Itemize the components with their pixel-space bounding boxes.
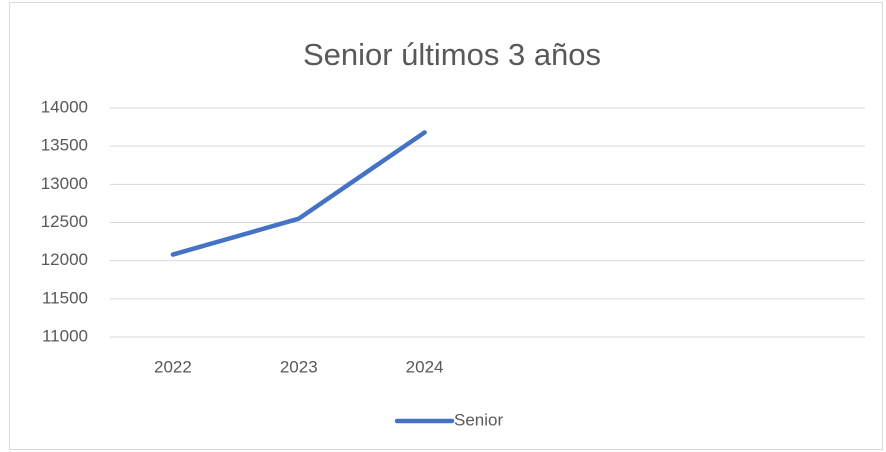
legend-label: Senior (454, 410, 503, 429)
y-tick-label: 11000 (42, 326, 88, 345)
y-tick-label: 12000 (41, 250, 88, 269)
x-tick-label: 2023 (280, 357, 318, 376)
y-tick-label: 11500 (42, 288, 88, 307)
chart-title: Senior últimos 3 años (303, 37, 601, 72)
y-tick-label: 13000 (41, 174, 88, 193)
y-tick-label: 13500 (41, 136, 88, 155)
chart-frame (9, 2, 883, 450)
data-line (170, 130, 427, 257)
y-tick-label: 14000 (41, 97, 88, 116)
y-tick-label: 12500 (41, 212, 88, 231)
x-tick-label: 2024 (406, 357, 444, 376)
x-tick-label: 2022 (154, 357, 192, 376)
